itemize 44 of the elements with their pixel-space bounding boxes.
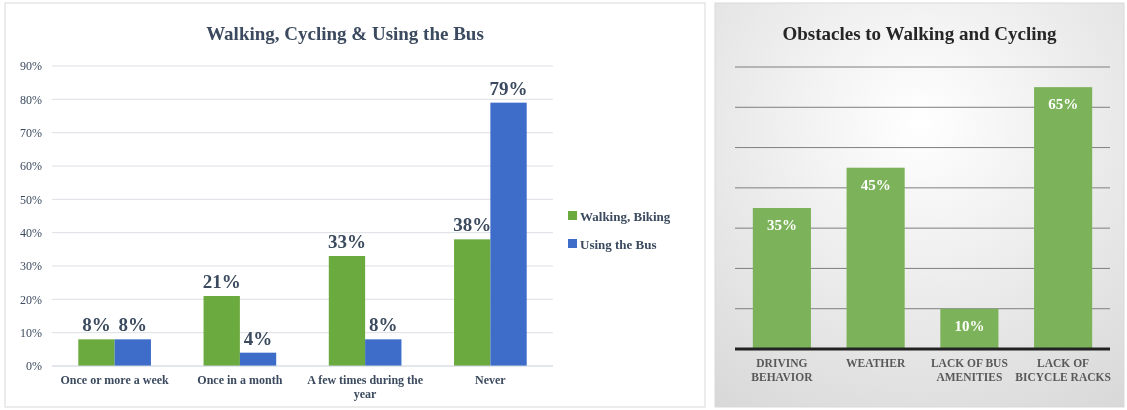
y-tick-label: 80% xyxy=(20,92,42,107)
bar xyxy=(203,296,240,366)
data-label: 8% xyxy=(82,314,111,336)
x-tick-label: DRIVING BEHAVIOR xyxy=(751,357,814,383)
data-label: 38% xyxy=(453,214,492,236)
chart-title: Obstacles to Walking and Cycling xyxy=(782,23,1058,44)
bar xyxy=(454,239,491,366)
y-tick-label: 40% xyxy=(20,225,42,240)
data-label: 33% xyxy=(327,231,366,252)
y-tick-label: 20% xyxy=(20,292,42,307)
y-tick-label: 10% xyxy=(20,325,42,340)
y-tick-label: 70% xyxy=(20,125,42,140)
bar xyxy=(490,102,527,366)
data-label: 4% xyxy=(243,327,273,349)
y-tick-label: 50% xyxy=(20,192,42,207)
x-tick-label: WEATHER xyxy=(846,357,906,369)
data-label: 10% xyxy=(954,317,985,334)
x-tick-label: Never xyxy=(475,373,507,387)
chart-title: Walking, Cycling & Using the Bus xyxy=(206,23,484,44)
x-tick-label: Once in a month xyxy=(197,373,283,387)
data-label: 8% xyxy=(118,314,148,336)
data-label: 35% xyxy=(766,217,797,233)
bar xyxy=(114,339,151,366)
x-tick-label: A few times during the year xyxy=(307,373,424,402)
bar xyxy=(78,339,115,366)
bar xyxy=(846,167,905,349)
data-label: 21% xyxy=(202,271,241,292)
y-tick-label: 60% xyxy=(20,159,42,174)
data-label: 65% xyxy=(1048,96,1079,113)
data-label: 8% xyxy=(369,314,398,336)
y-tick-label: 0% xyxy=(26,359,42,374)
data-label: 79% xyxy=(489,77,528,99)
bar xyxy=(365,339,402,366)
x-tick-label: Once or more a week xyxy=(60,373,170,387)
bar xyxy=(1034,87,1093,349)
bar xyxy=(752,208,811,349)
bar xyxy=(328,256,366,366)
legend-label: Walking, Biking xyxy=(580,208,671,224)
y-tick-label: 90% xyxy=(20,59,42,74)
y-tick-label: 30% xyxy=(20,259,42,274)
x-tick-label: LACK OF BICYCLE RACKS xyxy=(1015,357,1111,383)
data-label: 45% xyxy=(860,176,891,193)
x-tick-label: LACK OF BUS AMENITIES xyxy=(930,357,1008,383)
legend-label: Using the Bus xyxy=(580,236,657,252)
